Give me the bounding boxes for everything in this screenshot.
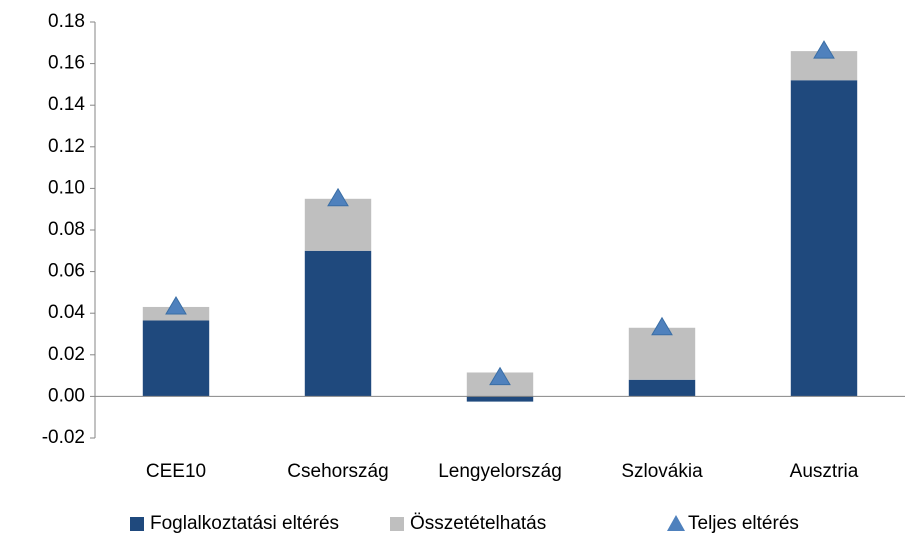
legend-swatch xyxy=(390,517,404,531)
bar-segment xyxy=(142,320,210,397)
x-tick-label: Ausztria xyxy=(790,461,859,482)
legend-swatch xyxy=(130,517,144,531)
bar-segment xyxy=(628,379,696,397)
marker xyxy=(813,40,835,59)
marker xyxy=(651,316,673,336)
marker xyxy=(165,295,187,315)
y-tick-label: 0.08 xyxy=(48,219,85,240)
y-tick-label: -0.02 xyxy=(42,427,85,448)
legend-label: Foglalkoztatási eltérés xyxy=(150,513,339,534)
bar-segment xyxy=(304,250,372,397)
legend-label: Teljes eltérés xyxy=(688,513,799,534)
bar-segment xyxy=(304,198,372,251)
bar-segment xyxy=(790,80,858,397)
y-tick-label: 0.00 xyxy=(48,385,85,406)
y-tick-label: 0.12 xyxy=(48,136,85,157)
marker xyxy=(327,187,349,207)
y-tick-label: 0.18 xyxy=(48,11,85,32)
y-tick-label: 0.16 xyxy=(48,53,85,74)
bar-segment xyxy=(628,327,696,380)
y-tick-label: 0.06 xyxy=(48,261,85,282)
y-tick-label: 0.10 xyxy=(48,177,85,198)
marker xyxy=(489,366,511,386)
x-tick-label: Lengyelország xyxy=(438,461,562,482)
legend-swatch xyxy=(667,515,685,531)
legend-label: Összetételhatás xyxy=(410,513,546,534)
bar-segment xyxy=(466,396,534,402)
y-tick-label: 0.02 xyxy=(48,344,85,365)
x-tick-label: Csehország xyxy=(287,461,388,482)
x-tick-label: CEE10 xyxy=(146,461,206,482)
y-tick-label: 0.04 xyxy=(48,302,85,323)
x-tick-label: Szlovákia xyxy=(621,461,703,482)
y-tick-label: 0.14 xyxy=(48,94,85,115)
